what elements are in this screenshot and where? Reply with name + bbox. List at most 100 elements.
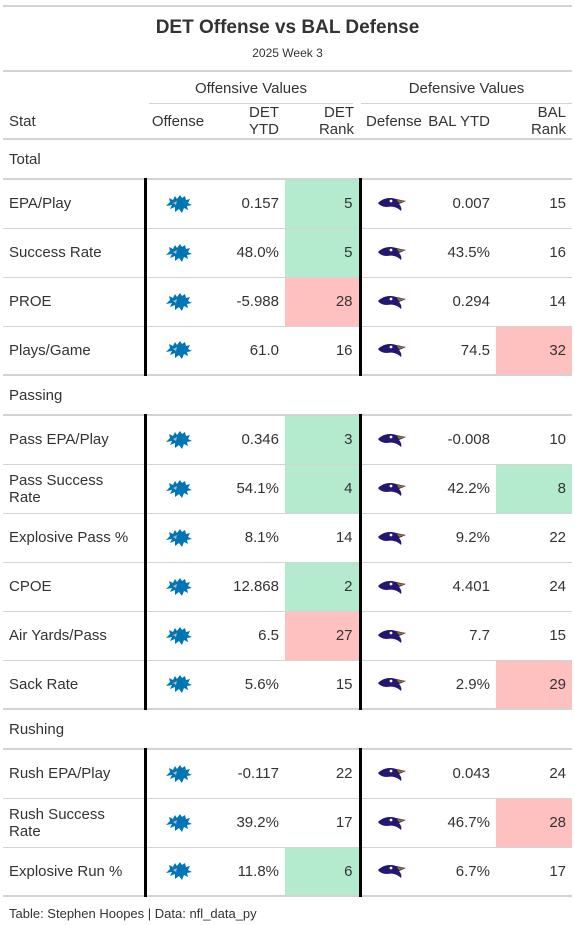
lions-logo-icon (164, 813, 194, 832)
det-rank-cell: 3 (285, 415, 362, 465)
defense-logo-cell (360, 228, 422, 278)
det-rank-cell: 4 (285, 464, 362, 514)
ravens-logo-icon (377, 767, 406, 781)
lions-logo-icon (165, 430, 192, 449)
lions-logo-icon (164, 764, 194, 783)
det-ytd-cell: 11.8% (211, 847, 285, 897)
lions-logo-icon (165, 243, 192, 262)
col-header-det-ytd: DET YTD (249, 104, 279, 138)
ravens-logo-icon (377, 580, 406, 594)
col-header-bal-ytd: BAL YTD (428, 112, 490, 130)
bal-rank-cell: 28 (496, 798, 572, 848)
det-rank-cell: 27 (285, 611, 362, 661)
det-ytd-cell: 0.157 (211, 179, 285, 229)
det-rank-cell: 2 (285, 562, 362, 612)
offense-logo-cell (145, 562, 211, 612)
stat-name-cell: Air Yards/Pass (3, 611, 147, 661)
lions-logo-icon (164, 194, 194, 213)
lions-logo-icon (164, 528, 194, 547)
table-row: Pass Success Rate 54.1% 4 42.2% 8 (3, 464, 572, 514)
ravens-logo-icon (377, 246, 406, 260)
table-row: Success Rate 48.0% 5 43.5% 16 (3, 228, 572, 278)
bal-rank-cell: 24 (496, 562, 572, 612)
ravens-logo-icon (377, 295, 406, 309)
column-spanners: Offensive Values Defensive Values (3, 72, 572, 104)
ravens-logo-icon (377, 577, 407, 594)
offense-logo-cell (145, 513, 211, 563)
bal-rank-cell: 22 (496, 513, 572, 563)
lions-logo-icon (164, 577, 194, 596)
ravens-logo-icon (377, 243, 407, 260)
det-rank-cell: 5 (285, 179, 362, 229)
ravens-logo-icon (377, 531, 406, 545)
offense-logo-cell (145, 798, 211, 848)
ravens-logo-icon (377, 479, 407, 496)
bal-rank-cell: 17 (496, 847, 572, 897)
top-rule (3, 5, 572, 7)
bal-ytd-cell: 0.007 (422, 179, 496, 229)
group-row-total: Total (3, 139, 572, 180)
lions-logo-icon (165, 764, 192, 783)
table-row: EPA/Play 0.157 5 0.007 15 (3, 179, 572, 229)
table-subtitle: 2025 Week 3 (252, 46, 323, 60)
bal-ytd-cell: 42.2% (422, 464, 496, 514)
col-header-det-rank: DET Rank (318, 104, 354, 138)
stat-name-cell: PROE (3, 277, 147, 327)
group-row-passing: Passing (3, 375, 572, 416)
col-header-bal-rank: BAL Rank (530, 104, 566, 138)
ravens-logo-icon (377, 528, 407, 545)
offense-logo-cell (145, 847, 211, 897)
det-ytd-cell: 54.1% (211, 464, 285, 514)
column-header-row: Stat Offense DET YTD DET Rank Defense BA… (3, 104, 572, 139)
lions-logo-icon (164, 292, 194, 311)
defense-logo-cell (360, 798, 422, 848)
table-row: Pass EPA/Play 0.346 3 -0.008 10 (3, 415, 572, 465)
spanner-defensive-label: Defensive Values (408, 80, 525, 97)
matchup-table-card: DET Offense vs BAL Defense 2025 Week 3 O… (3, 5, 572, 925)
spanner-defensive-values: Defensive Values (361, 72, 572, 104)
lions-logo-icon (165, 862, 192, 881)
bal-ytd-cell: 43.5% (422, 228, 496, 278)
table-row: Air Yards/Pass 6.5 27 7.7 15 (3, 611, 572, 661)
bal-rank-cell: 14 (496, 277, 572, 327)
ravens-logo-icon (377, 431, 407, 448)
det-ytd-cell: 8.1% (211, 513, 285, 563)
lions-logo-icon (164, 243, 194, 262)
det-ytd-cell: 39.2% (211, 798, 285, 848)
bal-ytd-cell: 0.294 (422, 277, 496, 327)
group-label: Total (3, 139, 572, 180)
det-ytd-cell: 6.5 (211, 611, 285, 661)
defense-logo-cell (360, 611, 422, 661)
bal-ytd-cell: -0.008 (422, 415, 496, 465)
offense-logo-cell (145, 749, 211, 799)
bal-rank-cell: 16 (496, 228, 572, 278)
group-label: Passing (3, 375, 572, 416)
spanner-offensive-label: Offensive Values (194, 80, 307, 97)
table-row: Rush Success Rate 39.2% 17 46.7% 28 (3, 798, 572, 848)
spanner-offensive-underline (149, 103, 353, 104)
det-rank-cell: 16 (285, 326, 362, 376)
header-rule (3, 70, 572, 72)
lions-logo-icon (164, 675, 194, 694)
det-ytd-cell: 12.868 (211, 562, 285, 612)
offense-logo-cell (145, 326, 211, 376)
det-ytd-cell: 0.346 (211, 415, 285, 465)
bal-ytd-cell: 0.043 (422, 749, 496, 799)
bal-rank-cell: 10 (496, 415, 572, 465)
col-header-offense: Offense (151, 112, 205, 130)
lions-logo-icon (165, 479, 192, 498)
bal-ytd-cell: 46.7% (422, 798, 496, 848)
stat-name-cell: Pass Success Rate (3, 464, 147, 514)
table-row: Sack Rate 5.6% 15 2.9% 29 (3, 660, 572, 710)
defense-logo-cell (360, 326, 422, 376)
stat-name-cell: Explosive Pass % (3, 513, 147, 563)
bal-ytd-cell: 6.7% (422, 847, 496, 897)
lions-logo-icon (164, 626, 194, 645)
lions-logo-icon (165, 626, 192, 645)
group-label: Rushing (3, 709, 572, 750)
det-rank-cell: 5 (285, 228, 362, 278)
defense-logo-cell (360, 415, 422, 465)
bal-rank-cell: 8 (496, 464, 572, 514)
det-ytd-cell: 48.0% (211, 228, 285, 278)
table-title: DET Offense vs BAL Defense (155, 17, 420, 38)
